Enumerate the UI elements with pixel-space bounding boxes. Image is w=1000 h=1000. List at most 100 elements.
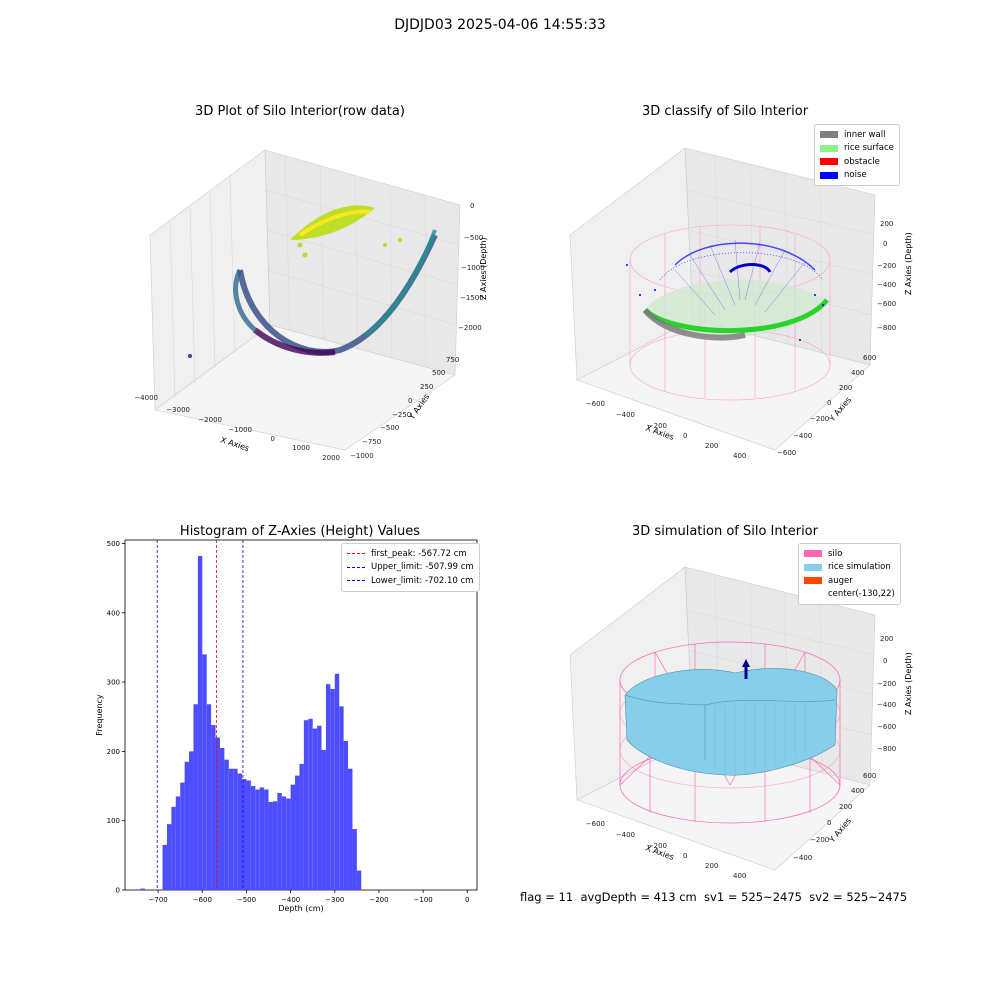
- histogram-bar: [321, 750, 326, 890]
- plot4-tick-labels: −600 −400 −200 0 200 400 −400 −200 0 200…: [586, 635, 896, 880]
- legend-line: [347, 566, 365, 568]
- p4-xtick: −200: [648, 842, 667, 850]
- p1-ytick: 0: [408, 397, 412, 405]
- histogram-bar: [219, 747, 225, 890]
- histogram-ytick-label: 500: [107, 540, 120, 548]
- histogram-bar: [255, 789, 260, 890]
- histogram-bar: [272, 801, 278, 890]
- legend-item-rice-simulation: rice simulation: [804, 561, 895, 575]
- p1-xtick: 0: [271, 435, 275, 443]
- p4-ztick: −800: [877, 745, 896, 753]
- figure-suptitle: DJDJD03 2025-04-06 14:55:33: [394, 17, 606, 33]
- legend-swatch: [820, 144, 838, 152]
- histogram-bar: [193, 704, 198, 890]
- p2-xtick: −400: [616, 411, 635, 419]
- histogram-bar: [140, 888, 145, 890]
- histogram-bar: [189, 751, 194, 890]
- histogram-xtick-label: 0: [465, 896, 469, 904]
- histogram-bar: [330, 689, 335, 890]
- histogram-bar: [303, 720, 309, 890]
- histogram-xtick-label: −500: [237, 896, 256, 904]
- p1-ytick: −250: [392, 411, 411, 419]
- histogram-title: Histogram of Z-Axies (Height) Values: [179, 524, 421, 539]
- histogram-bar: [308, 718, 313, 890]
- plot1-tick-labels: −4000 −3000 −2000 −1000 0 1000 2000 −100…: [134, 202, 484, 462]
- histogram-bar: [184, 761, 190, 890]
- histogram-bar: [259, 787, 265, 890]
- p2-ytick: 0: [827, 399, 831, 407]
- histogram-xlabel: Depth (cm): [278, 904, 323, 913]
- p4-ztick: 0: [883, 657, 887, 665]
- p4-ytick: 600: [863, 772, 876, 780]
- legend-item-rice-surface: rice surface: [820, 142, 894, 156]
- histogram-bar: [317, 725, 322, 890]
- histogram-bar: [228, 768, 234, 890]
- legend-label: noise: [844, 170, 867, 181]
- p2-ztick: −600: [877, 300, 896, 308]
- p4-ztick: 200: [880, 635, 893, 643]
- plot2-legend: inner wall rice surface obstacle noise: [814, 124, 900, 186]
- histogram-yticks: 0 100 200 300 400 500: [107, 540, 125, 895]
- p2-ztick: −200: [877, 262, 896, 270]
- histogram-bar: [339, 706, 344, 890]
- histogram-bar: [224, 759, 229, 890]
- histogram-bar: [215, 737, 220, 890]
- plot4-3d-simulation: −600 −400 −200 0 200 400 −400 −200 0 200…: [569, 566, 913, 880]
- histogram-bar: [166, 824, 172, 890]
- histogram-ytick-label: 300: [107, 679, 120, 687]
- histogram-bar: [233, 768, 238, 890]
- histogram-bar: [295, 775, 300, 890]
- histogram-bar: [206, 704, 212, 890]
- plot4-title: 3D simulation of Silo Interior: [632, 524, 818, 539]
- histogram-vlines: [156, 540, 244, 890]
- histogram-bar: [175, 796, 181, 890]
- histogram-bar: [343, 740, 349, 890]
- legend-label: first_peak: -567.72 cm: [371, 548, 467, 559]
- legend-item-inner-wall: inner wall: [820, 128, 894, 142]
- legend-swatch: [820, 158, 838, 166]
- histogram-ytick-label: 100: [107, 817, 120, 825]
- p2-ytick: 400: [851, 369, 864, 377]
- p1-ytick: 500: [432, 369, 445, 377]
- histogram-bars: [140, 555, 362, 890]
- histogram-bar: [356, 870, 362, 890]
- p1-xtick: −2000: [198, 416, 222, 424]
- p4-ztick: −400: [877, 701, 896, 709]
- p1-xtick: −3000: [166, 406, 190, 414]
- histogram-bar: [325, 684, 331, 890]
- histogram-ylabel: Frequency: [95, 694, 104, 736]
- p1-ztick: −500: [464, 234, 483, 242]
- p1-ytick: −1000: [350, 452, 374, 460]
- legend-swatch: [820, 171, 838, 179]
- legend-line: [347, 553, 365, 555]
- histogram-bar: [162, 844, 167, 890]
- p2-xtick: −600: [586, 400, 605, 408]
- legend-item-lower-limit: Lower_limit: -702.10 cm: [347, 574, 474, 588]
- histogram-bar: [334, 673, 340, 890]
- histogram-bar: [286, 798, 291, 890]
- legend-label: rice simulation: [828, 562, 891, 573]
- legend-label: Upper_limit: -507.99 cm: [371, 562, 474, 573]
- p4-ytick: 200: [839, 803, 852, 811]
- legend-label: Lower_limit: -702.10 cm: [371, 575, 474, 586]
- p1-ztick: −2000: [458, 324, 482, 332]
- p4-ztick: −600: [877, 723, 896, 731]
- p1-xtick: 2000: [322, 454, 340, 462]
- p4-ztick: −200: [877, 680, 896, 688]
- legend-label: rice surface: [844, 143, 894, 154]
- plot2-3d-classify: −600 −400 −200 0 200 400 −600 −400 −200 …: [569, 147, 913, 460]
- p4-ytick: 0: [827, 819, 831, 827]
- plot1-points: [188, 205, 438, 358]
- p1-ytick: −750: [362, 438, 381, 446]
- legend-swatch: [804, 591, 822, 598]
- histogram-xtick-label: −300: [325, 896, 344, 904]
- legend-label: inner wall: [844, 129, 886, 140]
- p2-xtick: −200: [648, 422, 667, 430]
- p1-ztick: −1000: [461, 264, 485, 272]
- histogram-xticks: −700 −600 −500 −400 −300 −200 −100 0: [149, 890, 470, 904]
- histogram-chart: −700 −600 −500 −400 −300 −200 −100 0 0 100 200 300…: [95, 539, 478, 913]
- histogram-bar: [290, 784, 296, 890]
- plot1-axes-box: [149, 149, 461, 451]
- p1-ytick: 250: [420, 383, 433, 391]
- plot2-points: [626, 239, 829, 341]
